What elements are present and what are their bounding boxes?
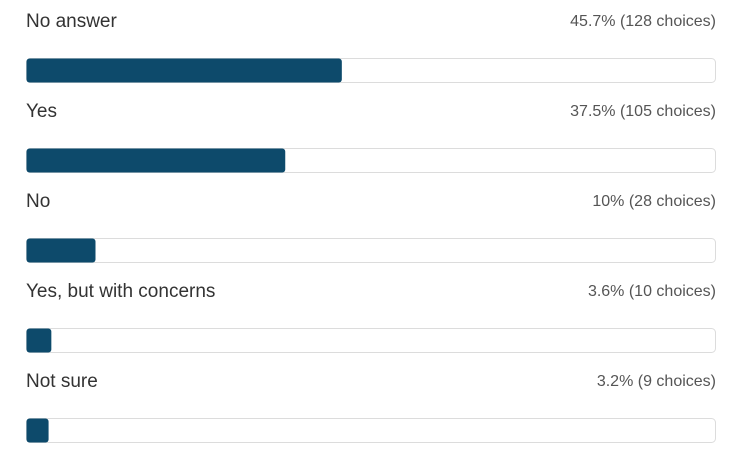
value-label: 45.7% (128 choices) [570, 13, 716, 30]
bar-track [26, 328, 716, 353]
bar [26, 418, 49, 443]
bar [26, 238, 96, 263]
option-label: Yes, but with concerns [26, 281, 215, 302]
bar-track [26, 418, 716, 443]
value-label: 3.6% (10 choices) [588, 283, 716, 300]
value-label: 3.2% (9 choices) [597, 373, 716, 390]
bar [26, 328, 52, 353]
bar [26, 148, 286, 173]
option-label: No [26, 191, 50, 212]
option-label: Yes [26, 101, 57, 122]
bar-track [26, 238, 716, 263]
option-label: No answer [26, 11, 117, 32]
option-label: Not sure [26, 371, 98, 392]
bar [26, 58, 342, 83]
value-label: 10% (28 choices) [592, 193, 716, 210]
value-label: 37.5% (105 choices) [570, 103, 716, 120]
